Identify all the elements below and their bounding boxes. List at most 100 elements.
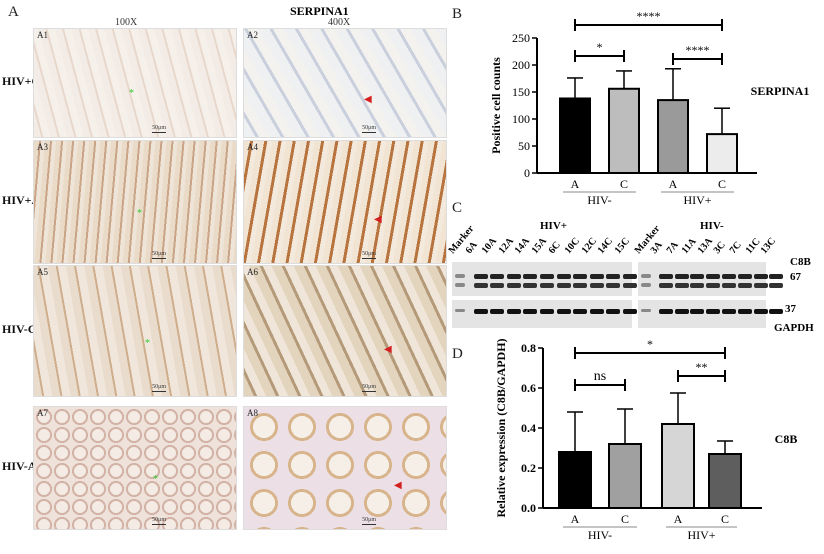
micrograph-a4: A4 50μm ◀ xyxy=(243,140,447,264)
x-tick-label: C xyxy=(721,512,729,526)
row-label-hiv-neg-a: HIV-A xyxy=(2,459,37,473)
gapdh-band xyxy=(737,309,752,314)
gapdh-band xyxy=(641,309,651,312)
c8b-label: C8B xyxy=(790,256,811,268)
tile-id: A5 xyxy=(37,267,48,277)
bar-HIV+-A xyxy=(661,423,695,509)
scale-bar xyxy=(362,132,376,133)
arrowhead-icon: ◀ xyxy=(364,93,372,105)
blot-gapdh-right xyxy=(638,300,766,328)
gapdh-band xyxy=(523,309,538,314)
scale-bar-label: 50μm xyxy=(152,251,166,257)
kda-37: 37 xyxy=(785,303,796,315)
micrograph-a3: A3 50μm * xyxy=(33,140,237,264)
x-tick-label: A xyxy=(571,177,580,191)
c8b-band xyxy=(769,283,784,288)
c8b-band xyxy=(540,283,554,288)
c8b-band xyxy=(573,274,588,279)
gapdh-band xyxy=(490,309,505,314)
c8b-band xyxy=(556,274,571,279)
c8b-band xyxy=(674,274,689,279)
scale-bar xyxy=(362,391,376,392)
micrograph-a8: A8 50μm ◀ xyxy=(243,406,447,530)
y-tick-label: 150 xyxy=(512,85,530,99)
bar-HIV--A xyxy=(559,97,591,174)
c8b-band xyxy=(753,283,768,288)
c8b-band xyxy=(455,274,465,278)
micrograph-a7: A7 50μm * xyxy=(33,406,237,530)
scale-bar xyxy=(362,258,376,259)
gapdh-band xyxy=(674,309,689,314)
scale-bar xyxy=(152,258,166,259)
tile-id: A2 xyxy=(247,30,258,40)
c8b-band xyxy=(490,274,505,279)
y-tick-label: 0 xyxy=(524,166,530,180)
c8b-band xyxy=(769,274,784,279)
scale-bar xyxy=(362,524,376,525)
tile-id: A6 xyxy=(247,267,258,277)
bar-HIV+-A xyxy=(657,99,689,174)
bar-HIV--C xyxy=(608,87,640,174)
significance-bracket xyxy=(574,50,625,62)
group-label: HIV+ xyxy=(683,193,711,207)
scale-bar xyxy=(152,132,166,133)
c8b-band xyxy=(658,274,673,279)
gapdh-band xyxy=(589,309,604,314)
c8b-band xyxy=(589,274,604,279)
scale-bar-label: 50μm xyxy=(152,517,166,523)
gapdh-band xyxy=(769,309,784,314)
arrowhead-icon: ◀ xyxy=(374,214,382,226)
c8b-band xyxy=(753,274,768,279)
micrograph-a6: A6 50μm ◀ xyxy=(243,265,447,397)
scale-bar-label: 50μm xyxy=(362,125,376,131)
significance-bracket xyxy=(677,370,726,382)
gapdh-band xyxy=(706,309,721,314)
scale-bar-label: 50μm xyxy=(152,384,166,390)
gapdh-band xyxy=(455,309,465,312)
blot-gapdh-left xyxy=(452,300,632,328)
gapdh-label: GAPDH xyxy=(774,322,814,334)
scale-bar-label: 50μm xyxy=(362,384,376,390)
significance-label: ns xyxy=(594,369,606,384)
c8b-band xyxy=(623,283,637,288)
bar-HIV--C xyxy=(608,443,642,509)
bar-HIV--A xyxy=(558,451,592,509)
c8b-band xyxy=(455,283,465,287)
c8b-band xyxy=(737,274,752,279)
panel-d-letter: D xyxy=(452,346,463,362)
asterisk-marker-icon: * xyxy=(145,337,150,349)
panel-a-letter: A xyxy=(8,4,19,20)
c8b-band xyxy=(506,283,521,288)
c8b-band xyxy=(706,283,721,288)
side-label: SERPINA1 xyxy=(751,84,810,98)
group-hiv-pos: HIV+ xyxy=(540,220,568,232)
gapdh-band xyxy=(606,309,621,314)
group-label: HIV- xyxy=(587,193,611,207)
gapdh-band xyxy=(540,309,554,314)
c8b-band xyxy=(722,274,736,279)
scale-bar-label: 50μm xyxy=(362,251,376,257)
group-hiv-neg: HIV- xyxy=(700,220,724,232)
row-label-hiv-neg-c: HIV-C xyxy=(2,322,37,336)
y-axis-label: Positive cell counts xyxy=(489,57,503,154)
gapdh-band xyxy=(473,309,488,314)
significance-bracket xyxy=(574,347,726,359)
c8b-band xyxy=(722,283,736,288)
arrowhead-icon: ◀ xyxy=(384,344,392,355)
c8b-band xyxy=(523,283,538,288)
y-tick-label: 0.8 xyxy=(521,341,536,355)
scale-bar-label: 50μm xyxy=(362,517,376,523)
y-axis-label: Relative expression (C8B/GAPDH) xyxy=(494,338,508,517)
c8b-band xyxy=(473,274,488,279)
c8b-band xyxy=(473,283,488,288)
gapdh-band xyxy=(556,309,571,314)
tile-id: A7 xyxy=(37,408,48,418)
gapdh-band xyxy=(506,309,521,314)
c8b-band xyxy=(606,283,621,288)
bar-HIV+-C xyxy=(706,133,738,174)
c8b-band xyxy=(706,274,721,279)
significance-label: * xyxy=(597,40,603,54)
c8b-band xyxy=(540,274,554,279)
